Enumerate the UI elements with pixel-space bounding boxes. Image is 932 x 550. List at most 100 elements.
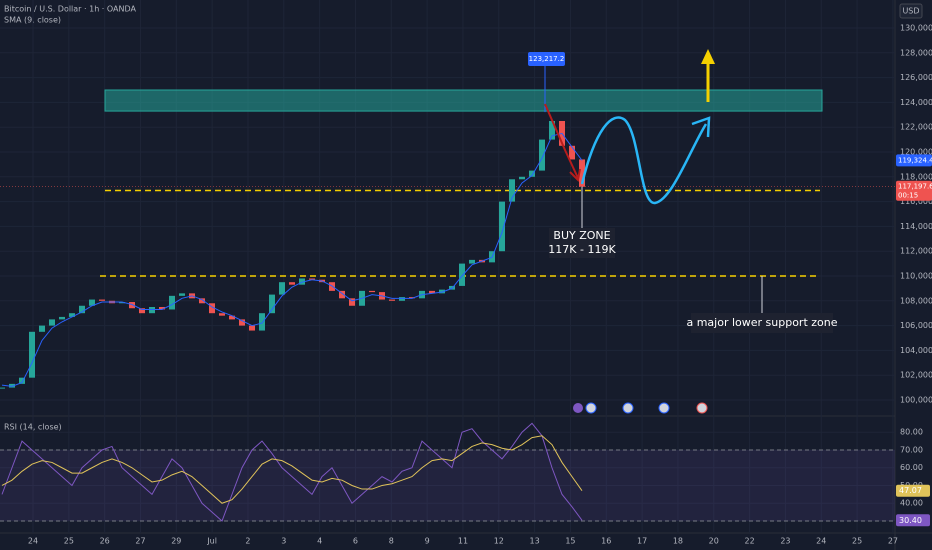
resistance-zone xyxy=(104,89,823,112)
candle xyxy=(349,298,355,306)
time-label: 12 xyxy=(494,537,504,546)
sma-tag xyxy=(896,154,932,167)
time-label: 24 xyxy=(816,537,826,546)
rsi-tick-label: 60.00 xyxy=(900,463,923,472)
candle xyxy=(539,139,545,171)
candle xyxy=(49,319,55,326)
time-label: 29 xyxy=(171,537,181,546)
rsi-line xyxy=(1,422,583,522)
currency[interactable]: USD xyxy=(902,7,919,16)
candle xyxy=(149,306,155,314)
time-label: 13 xyxy=(530,537,540,546)
candle xyxy=(79,305,85,314)
candle xyxy=(279,282,285,295)
price-tick-label: 114,000.0 xyxy=(900,222,932,231)
candle xyxy=(289,282,295,285)
time-label: 23 xyxy=(780,537,790,546)
candle xyxy=(549,120,555,140)
candle xyxy=(569,145,575,160)
rsi-value-tag-text: 47.07 xyxy=(899,486,922,495)
candle xyxy=(19,377,25,384)
time-label: 25 xyxy=(852,537,862,546)
support-text: a major lower support zone xyxy=(686,316,837,329)
candle xyxy=(389,299,395,301)
projection-curve xyxy=(580,116,708,205)
high-callout-box xyxy=(528,52,565,66)
price-tick-label: 108,000.0 xyxy=(900,296,932,305)
price-tick-label: 128,000.0 xyxy=(900,48,932,57)
price-tick-label: 116,000.0 xyxy=(900,197,932,206)
time-label: 17 xyxy=(637,537,647,546)
time-label: 27 xyxy=(135,537,145,546)
time-label: 8 xyxy=(389,537,394,546)
candle xyxy=(89,299,95,306)
candle xyxy=(199,298,205,304)
time-label: 24 xyxy=(28,537,38,546)
candle xyxy=(249,325,255,331)
event-icon[interactable] xyxy=(622,402,634,414)
high-callout-text: 123,217.2 xyxy=(529,55,565,63)
price-tick-label: 126,000.0 xyxy=(900,73,932,82)
rsi-tick-label: 40.00 xyxy=(900,499,923,508)
time-label: 4 xyxy=(317,537,322,546)
candle xyxy=(239,319,245,326)
candle xyxy=(429,290,435,294)
down-arrow xyxy=(544,103,581,183)
candle xyxy=(229,315,235,320)
rsi-value-tag xyxy=(896,484,930,497)
support-box xyxy=(691,313,833,333)
candle xyxy=(0,387,5,389)
last-price-tag xyxy=(896,180,932,201)
time-label: 26 xyxy=(100,537,110,546)
price-tick-label: 110,000.0 xyxy=(900,271,932,280)
currency-box[interactable] xyxy=(899,3,923,19)
projection-arrowhead xyxy=(691,116,711,138)
candle xyxy=(9,383,15,388)
price-tick-label: 122,000.0 xyxy=(900,123,932,132)
time-label: 18 xyxy=(673,537,683,546)
price-tick-label: 104,000.0 xyxy=(900,346,932,355)
time-label: 15 xyxy=(565,537,575,546)
event-icon[interactable] xyxy=(573,403,583,413)
price-tick-label: 102,000.0 xyxy=(900,371,932,380)
time-label: 20 xyxy=(709,537,719,546)
candle xyxy=(509,179,515,202)
candle xyxy=(159,306,165,310)
candle xyxy=(179,293,185,296)
buy-zone-range: 117K - 119K xyxy=(548,243,616,256)
price-tick-label: 124,000.0 xyxy=(900,98,932,107)
event-icon[interactable] xyxy=(585,402,597,414)
time-label: 11 xyxy=(458,537,468,546)
event-icon[interactable] xyxy=(658,402,670,414)
candle xyxy=(29,331,35,378)
candle xyxy=(299,278,305,285)
target-arrowhead xyxy=(701,49,715,64)
candle xyxy=(529,170,535,177)
candle xyxy=(369,290,375,293)
candle xyxy=(439,289,445,294)
sma-line xyxy=(1,132,583,387)
candle xyxy=(499,201,505,252)
time-label: 6 xyxy=(353,537,358,546)
time-label: 22 xyxy=(745,537,755,546)
time-label: 16 xyxy=(601,537,611,546)
candle xyxy=(209,303,215,314)
candle xyxy=(219,313,225,316)
event-icon[interactable] xyxy=(696,402,708,414)
candle xyxy=(69,313,75,317)
rsi-line xyxy=(1,435,583,504)
candle xyxy=(169,295,175,310)
candle xyxy=(459,263,465,286)
countdown-text: 00:15 xyxy=(898,192,918,200)
last-price-text: 117,197.6 xyxy=(898,183,932,191)
buy-zone-title: BUY ZONE xyxy=(553,229,610,242)
candle xyxy=(259,313,265,331)
candle xyxy=(99,299,105,301)
candle xyxy=(269,294,275,314)
candle xyxy=(409,297,415,299)
symbol-title: Bitcoin / U.S. Dollar · 1h · OANDA xyxy=(4,5,137,14)
rsi-tick-label: 80.00 xyxy=(900,428,923,437)
candle xyxy=(519,176,525,180)
price-tick-label: 100,000.0 xyxy=(900,395,932,404)
